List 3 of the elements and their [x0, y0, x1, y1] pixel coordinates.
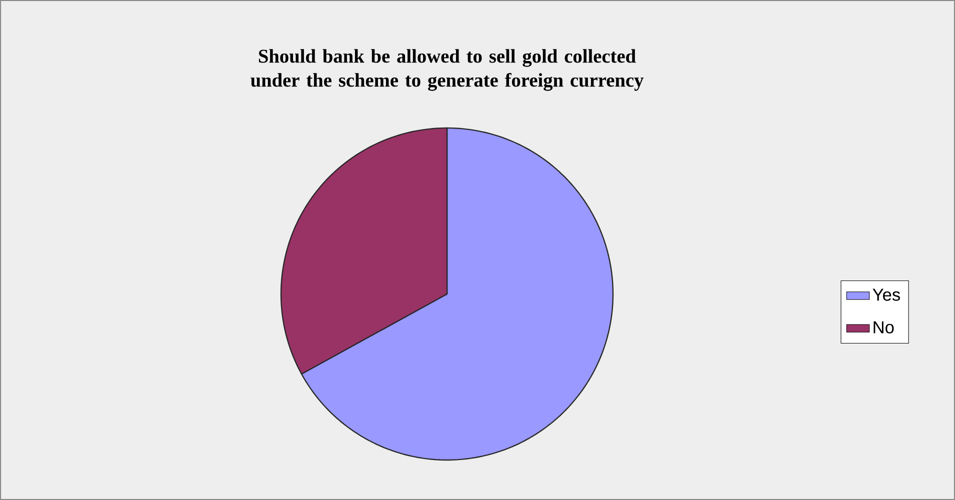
legend-label: No [874, 321, 894, 334]
legend-label: Yes [872, 288, 900, 301]
chart-title: Should bank be allowed to sell gold collected under the scheme to generate foreign currency [250, 49, 644, 91]
